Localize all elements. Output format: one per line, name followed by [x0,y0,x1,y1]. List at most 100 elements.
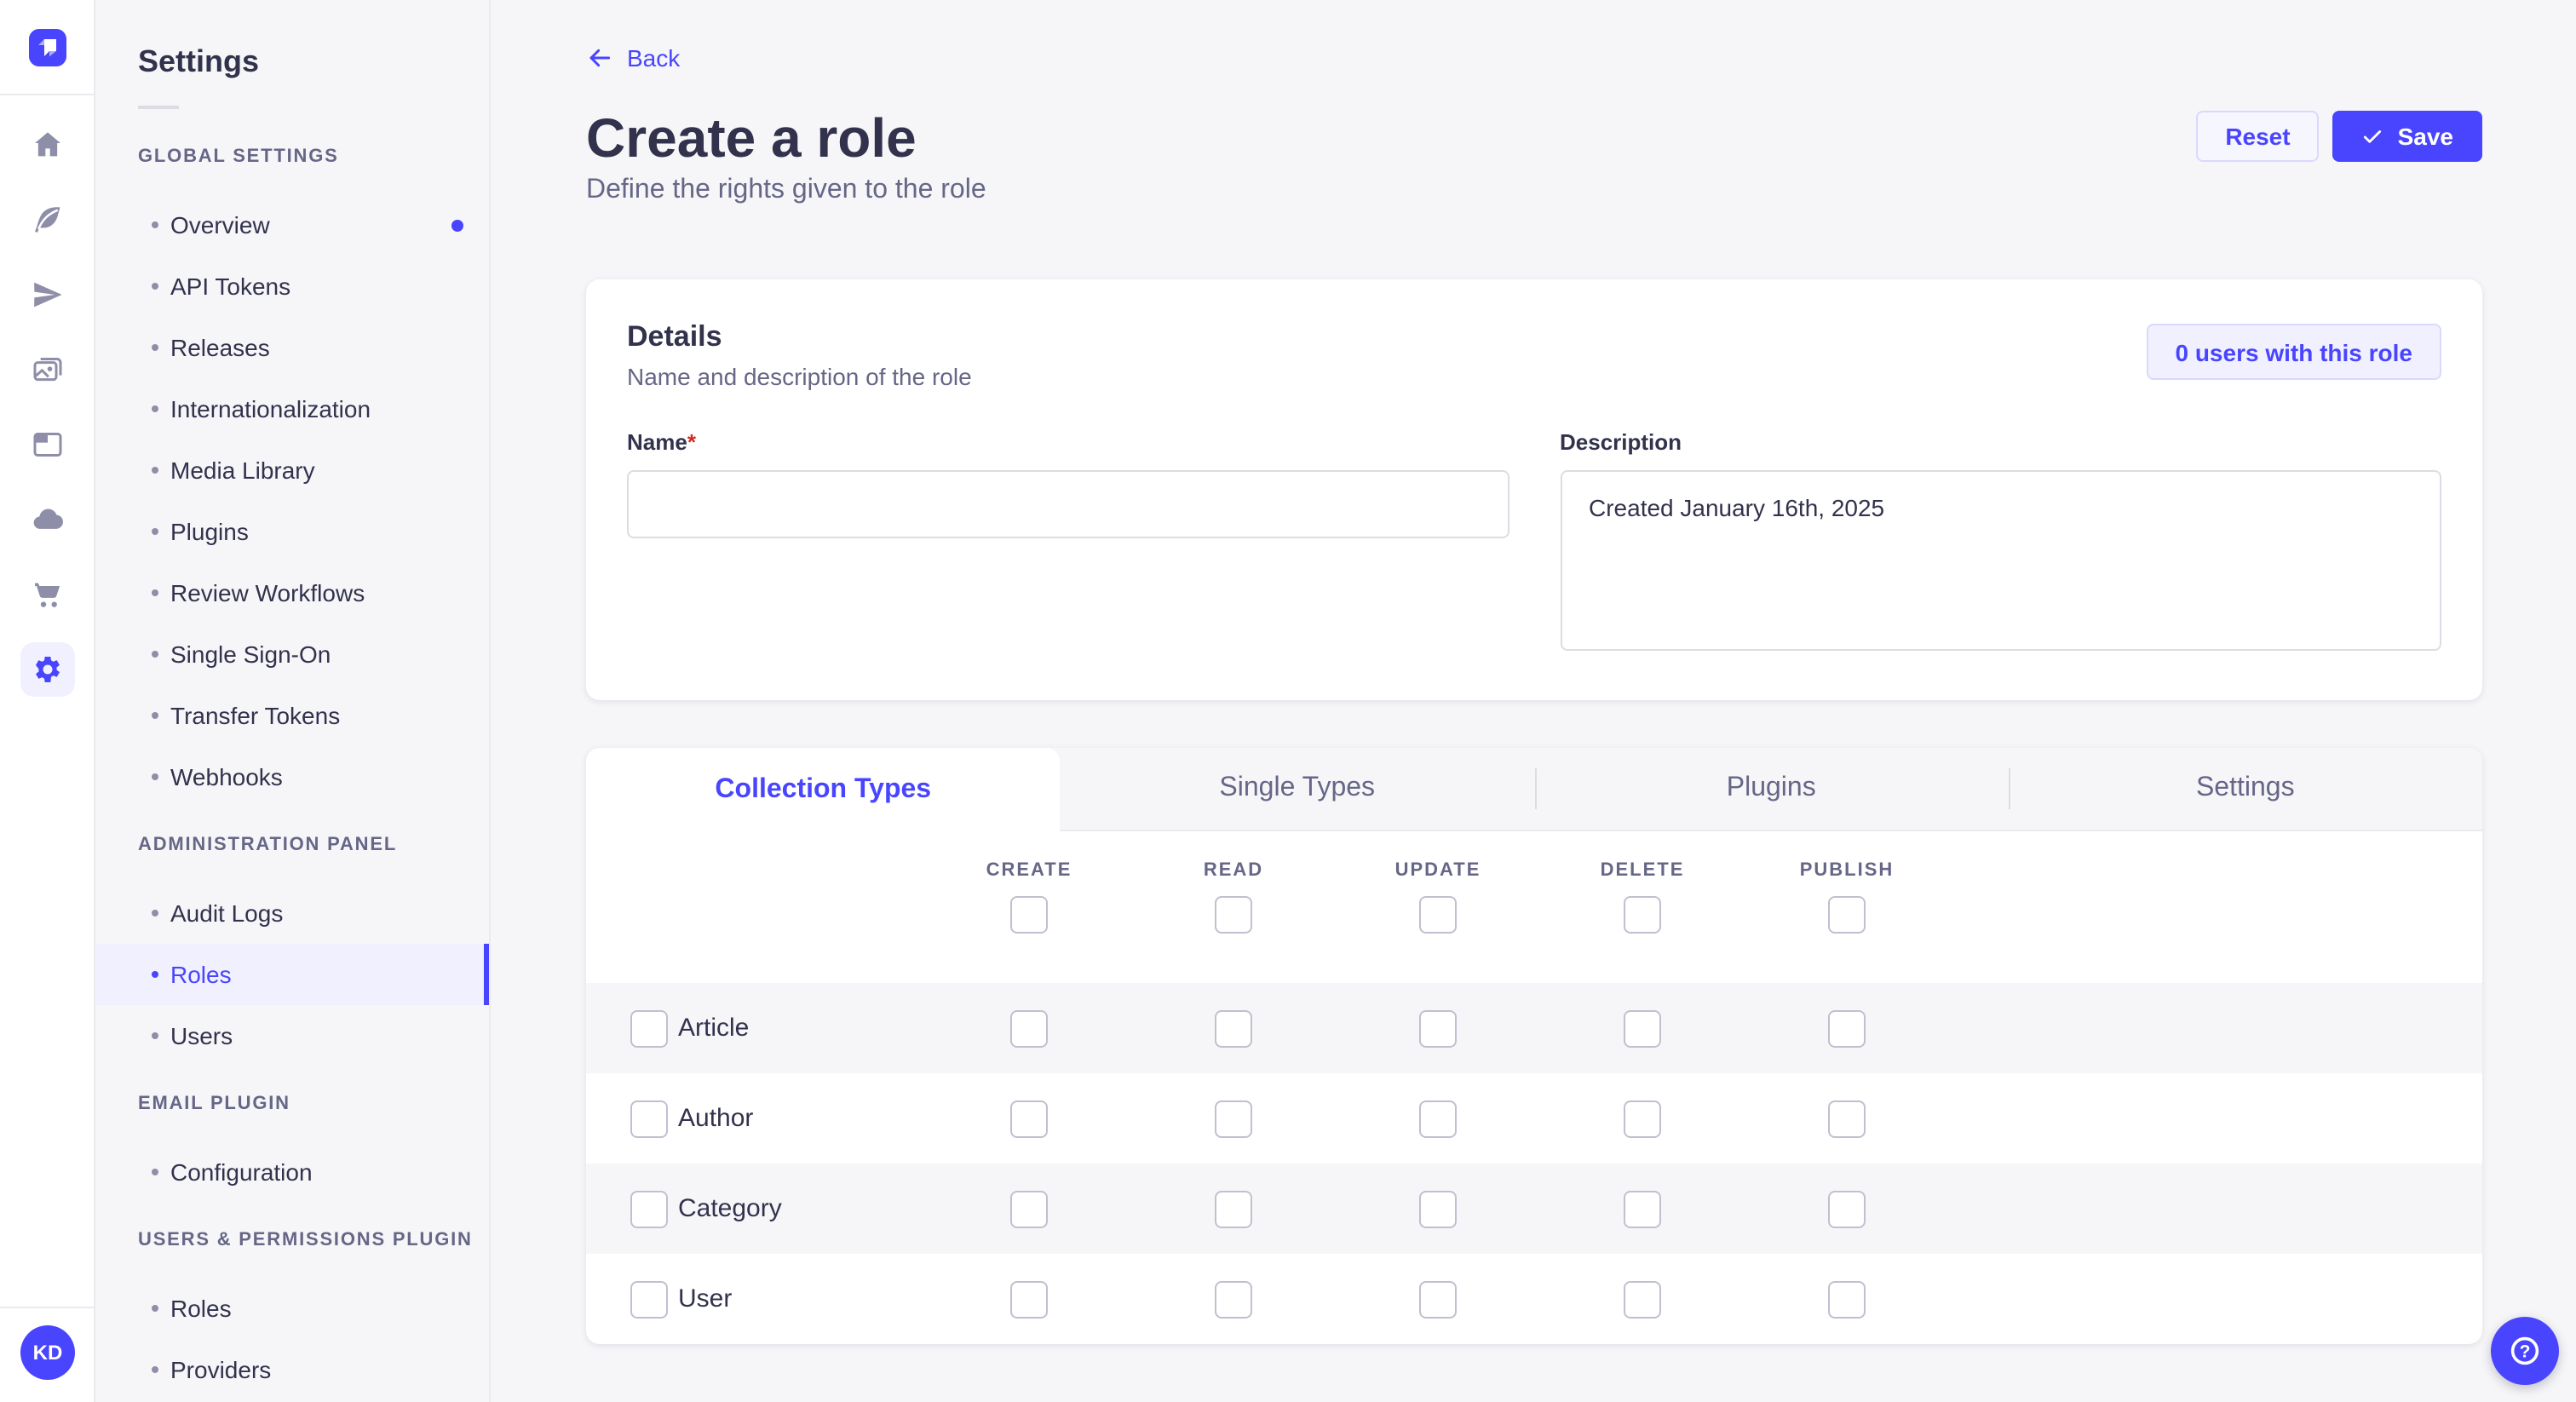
select-all-publish-checkbox[interactable] [1828,896,1866,934]
sidebar-item-review-workflows[interactable]: Review Workflows [95,562,489,623]
svg-text:?: ? [2520,1342,2531,1362]
media-library-icon[interactable] [30,353,64,387]
sidebar-item-audit-logs[interactable]: Audit Logs [95,882,489,944]
releases-icon[interactable] [30,278,64,312]
user-avatar[interactable]: KD [20,1325,75,1380]
section-administration-panel: ADMINISTRATION PANEL [138,835,398,855]
description-textarea[interactable]: Created January 16th, 2025 [1560,470,2441,651]
category-row-checkbox[interactable] [630,1190,668,1227]
main-content: Back Create a role Reset Save Define the… [491,0,2576,1402]
home-icon[interactable] [30,128,64,162]
save-button[interactable]: Save [2332,111,2482,162]
back-link[interactable]: Back [586,44,680,72]
sidebar-item-single-sign-on[interactable]: Single Sign-On [95,623,489,685]
column-update: UPDATE [1336,831,1540,983]
marketplace-cart-icon[interactable] [30,577,64,612]
category-delete-checkbox[interactable] [1624,1190,1661,1227]
author-row-checkbox[interactable] [630,1100,668,1137]
user-delete-checkbox[interactable] [1624,1280,1661,1318]
author-publish-checkbox[interactable] [1828,1100,1866,1137]
article-row-checkbox[interactable] [630,1009,668,1047]
description-field-group: Description Created January 16th, 2025 [1560,428,2441,659]
user-read-checkbox[interactable] [1215,1280,1252,1318]
bullet-icon [152,971,158,978]
users-with-role-button[interactable]: 0 users with this role [2146,324,2441,380]
header-spacer [586,831,927,983]
category-publish-checkbox[interactable] [1828,1190,1866,1227]
sidebar-item-media-library[interactable]: Media Library [95,440,489,501]
sidebar-item-configuration[interactable]: Configuration [95,1141,489,1203]
sidebar-item-internationalization[interactable]: Internationalization [95,378,489,440]
sidebar-item-roles-admin[interactable]: Roles [95,944,489,1005]
category-read-checkbox[interactable] [1215,1190,1252,1227]
tab-collection-types[interactable]: Collection Types [586,748,1061,831]
sidebar-item-overview[interactable]: Overview [95,194,489,256]
help-button[interactable]: ? [2491,1317,2559,1385]
article-delete-checkbox[interactable] [1624,1009,1661,1047]
question-mark-icon: ? [2510,1336,2539,1365]
page-subtitle: Define the rights given to the role [586,175,986,204]
deploy-cloud-icon[interactable] [30,503,64,537]
name-label: Name* [627,429,696,455]
user-update-checkbox[interactable] [1419,1280,1457,1318]
author-read-checkbox[interactable] [1215,1100,1252,1137]
reset-button[interactable]: Reset [2196,111,2320,162]
category-create-checkbox[interactable] [1010,1190,1048,1227]
sidebar-item-transfer-tokens[interactable]: Transfer Tokens [95,685,489,746]
sidebar-item-roles-up[interactable]: Roles [95,1278,489,1339]
bullet-icon [152,221,158,228]
category-update-checkbox[interactable] [1419,1190,1457,1227]
article-update-checkbox[interactable] [1419,1009,1457,1047]
article-publish-checkbox[interactable] [1828,1009,1866,1047]
bullet-icon [152,910,158,916]
bullet-icon [152,1169,158,1175]
content-manager-icon[interactable] [30,203,64,237]
settings-sidebar-title: Settings [138,44,260,78]
strapi-logo-icon [28,28,66,66]
required-asterisk: * [687,429,696,455]
select-all-update-checkbox[interactable] [1419,896,1457,934]
table-row-user: User [586,1254,2482,1344]
sidebar-item-providers[interactable]: Providers [95,1339,489,1400]
article-create-checkbox[interactable] [1010,1009,1048,1047]
column-create: CREATE [927,831,1131,983]
select-all-delete-checkbox[interactable] [1624,896,1661,934]
strapi-logo-button[interactable] [0,0,94,95]
author-create-checkbox[interactable] [1010,1100,1048,1137]
main-nav-rail: KD [0,0,95,1402]
select-all-read-checkbox[interactable] [1215,896,1252,934]
content-type-builder-icon[interactable] [30,428,64,462]
bullet-icon [152,1305,158,1312]
author-delete-checkbox[interactable] [1624,1100,1661,1137]
sidebar-item-users[interactable]: Users [95,1005,489,1066]
sidebar-item-webhooks[interactable]: Webhooks [95,746,489,807]
details-card: Details Name and description of the role… [586,279,2482,700]
permissions-table-header: CREATE READ UPDATE DELETE PUBLISH [586,831,2482,983]
bullet-icon [152,589,158,596]
sidebar-item-api-tokens[interactable]: API Tokens [95,256,489,317]
bullet-icon [152,467,158,474]
author-update-checkbox[interactable] [1419,1100,1457,1137]
bullet-icon [152,283,158,290]
table-row-category: Category [586,1164,2482,1254]
bullet-icon [152,773,158,780]
page-title: Create a role [586,107,917,169]
user-publish-checkbox[interactable] [1828,1280,1866,1318]
settings-gear-icon[interactable] [20,642,74,697]
details-title: Details [627,320,722,353]
select-all-create-checkbox[interactable] [1010,896,1048,934]
tab-plugins[interactable]: Plugins [1534,748,2009,831]
tab-single-types[interactable]: Single Types [1060,748,1534,831]
tab-settings[interactable]: Settings [2008,748,2482,831]
user-create-checkbox[interactable] [1010,1280,1048,1318]
user-row-checkbox[interactable] [630,1280,668,1318]
name-input[interactable] [627,470,1509,538]
name-field-group: Name* [627,428,1509,659]
notification-dot-icon [451,219,463,231]
check-icon [2364,129,2382,142]
details-subtitle: Name and description of the role [627,363,972,390]
sidebar-item-plugins[interactable]: Plugins [95,501,489,562]
table-row-author: Author [586,1073,2482,1164]
article-read-checkbox[interactable] [1215,1009,1252,1047]
sidebar-item-releases[interactable]: Releases [95,317,489,378]
